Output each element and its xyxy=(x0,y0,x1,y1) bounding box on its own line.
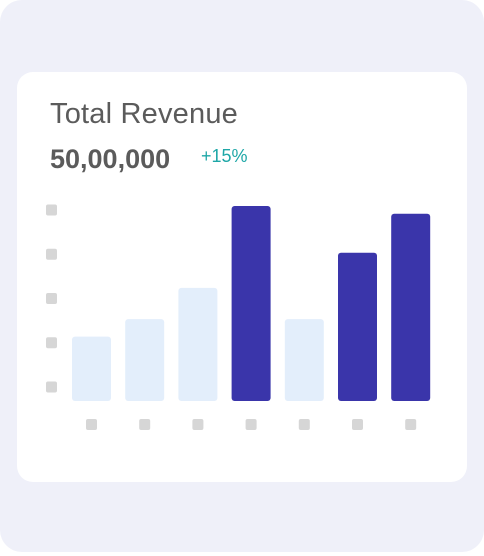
chart-bar[interactable] xyxy=(338,252,377,401)
x-axis-tick-placeholder xyxy=(405,419,417,430)
x-axis-tick-placeholder xyxy=(298,419,310,430)
x-axis-tick-placeholder xyxy=(245,419,257,430)
revenue-card: Total Revenue 50,00,000 +15% xyxy=(17,72,467,482)
chart-bar[interactable] xyxy=(178,287,218,401)
revenue-bar-chart xyxy=(46,204,431,430)
revenue-change-badge: +15% xyxy=(201,146,248,166)
revenue-amount: 50,00,000 xyxy=(50,144,171,174)
x-axis-tick-placeholder xyxy=(86,419,97,430)
chart-bar[interactable] xyxy=(125,319,165,401)
chart-bar[interactable] xyxy=(284,319,324,401)
y-axis-tick-placeholder xyxy=(46,381,57,393)
chart-bar[interactable] xyxy=(72,336,111,401)
x-axis-tick-placeholder xyxy=(352,419,363,430)
x-axis-tick-placeholder xyxy=(139,419,151,430)
y-axis-tick-placeholder xyxy=(46,293,57,304)
card-title: Total Revenue xyxy=(50,98,238,130)
y-axis-tick-placeholder xyxy=(46,204,57,216)
chart-bar[interactable] xyxy=(391,213,431,401)
chart-bar[interactable] xyxy=(231,206,271,401)
x-axis-tick-placeholder xyxy=(192,419,204,430)
y-axis-tick-placeholder xyxy=(46,337,57,349)
y-axis-tick-placeholder xyxy=(46,248,57,260)
